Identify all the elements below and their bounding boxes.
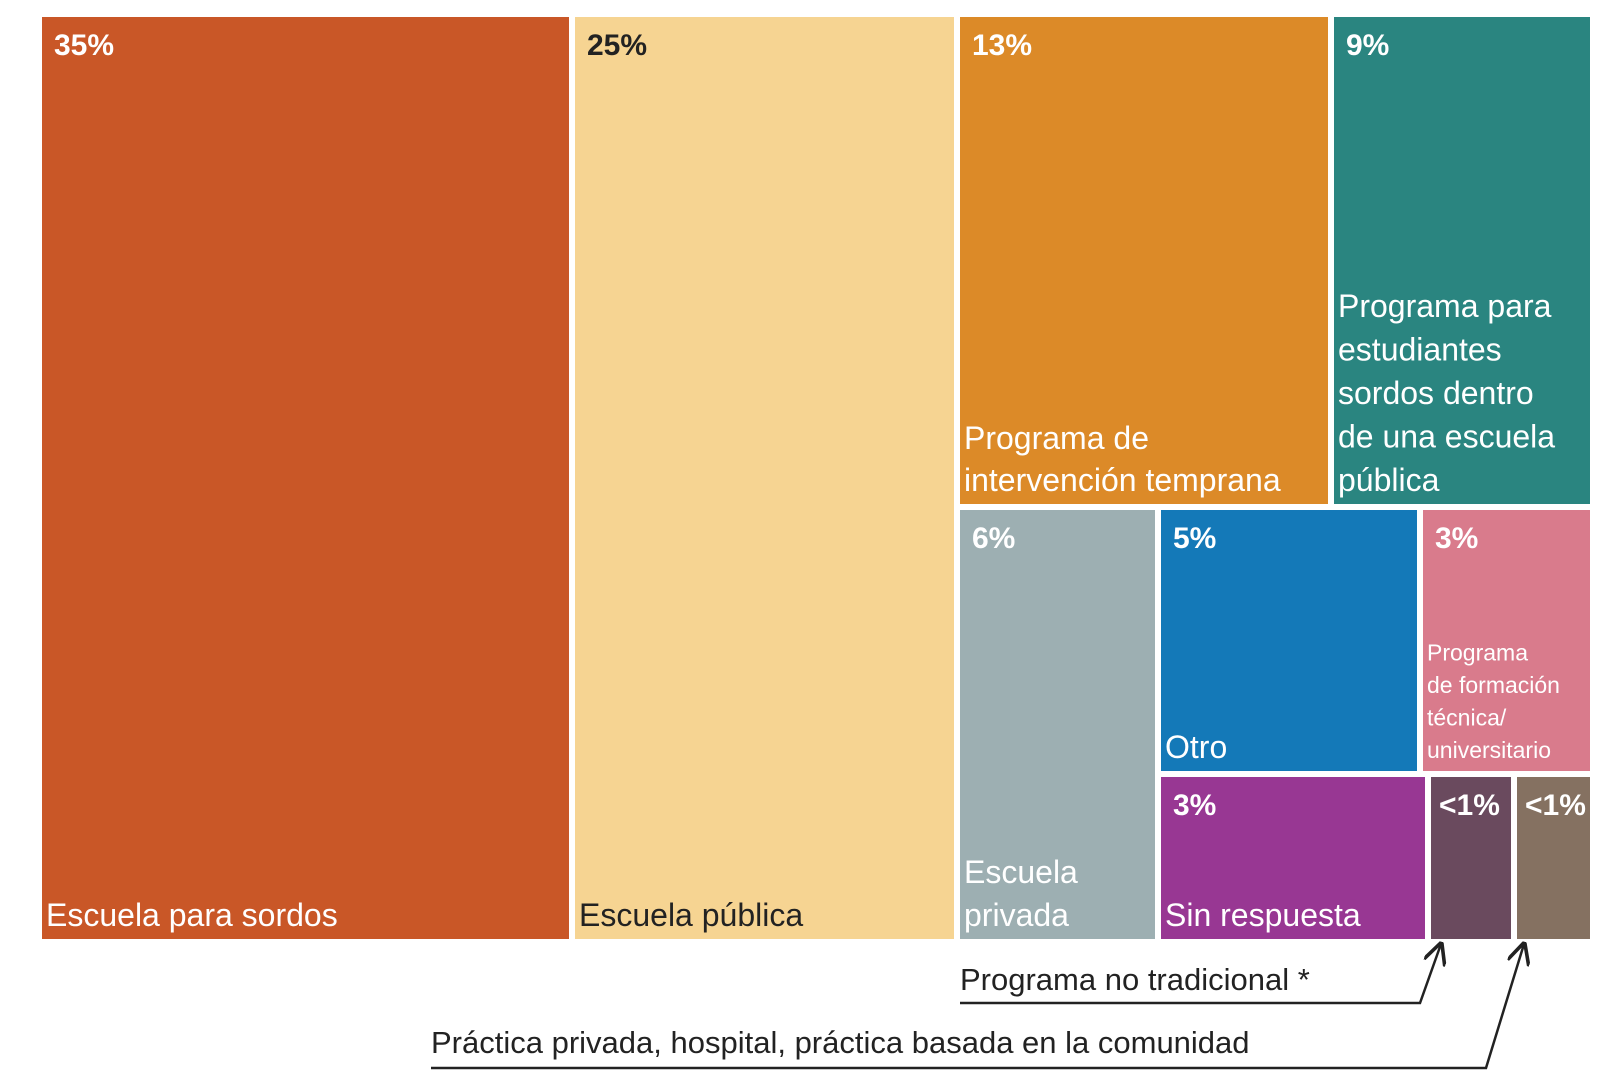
tile-rect-escuela-para-sordos [42,17,569,939]
tile-rect-programa-intervencion-temprana [960,17,1328,504]
tile-value-label-escuela-publica: 25% [587,29,647,62]
tile-category-label-programa-estudiantes-sordos: sordos dentro [1338,375,1534,411]
tile-rect-programa-formacion-tecnica [1423,510,1590,771]
tile-rect-escuela-publica [575,17,954,939]
tile-category-label-escuela-privada: Escuela [964,854,1078,890]
tile-practica-privada: <1% [1517,777,1590,939]
tile-rect-sin-respuesta [1161,777,1425,939]
callout-arrow-programa-no-tradicional [960,944,1441,1005]
callout-text-practica-privada: Práctica privada, hospital, práctica bas… [431,1025,1250,1060]
tile-category-label-escuela-privada: privada [964,897,1069,933]
callout-practica-privada: Práctica privada, hospital, práctica bas… [431,944,1524,1070]
tile-otro: 5% Otro [1161,510,1417,771]
tile-category-label-escuela-publica: Escuela pública [579,897,803,933]
tile-escuela-publica: 25% Escuela pública [575,17,954,939]
tile-category-label-escuela-para-sordos: Escuela para sordos [46,897,338,933]
tile-category-label-programa-formacion-tecnica: de formación [1427,672,1560,698]
tile-value-label-programa-no-tradicional: <1% [1439,789,1500,822]
callout-layer: Programa no tradicional * Práctica privad… [431,944,1524,1070]
tile-rect-programa-estudiantes-sordos [1334,17,1590,504]
callout-arrow-practica-privada [431,944,1524,1070]
tile-escuela-privada: 6% Escuela privada [960,510,1155,939]
tile-category-label-programa-estudiantes-sordos: pública [1338,462,1440,498]
tile-rect-practica-privada [1517,777,1590,939]
tile-value-label-escuela-para-sordos: 35% [54,29,114,62]
tile-programa-formacion-tecnica: 3% Programa de formación técnica/universita… [1423,510,1590,771]
tile-programa-no-tradicional: <1% [1431,777,1511,939]
tile-category-label-programa-formacion-tecnica: técnica/ [1427,705,1507,731]
tile-category-label-programa-estudiantes-sordos: de una escuela [1338,419,1555,455]
tile-value-label-escuela-privada: 6% [972,522,1015,555]
tiles-layer: 35% Escuela para sordos 25% Escuela pública… [42,17,1590,939]
tile-value-label-programa-formacion-tecnica: 3% [1435,522,1478,555]
tile-value-label-practica-privada: <1% [1525,789,1586,822]
tile-escuela-para-sordos: 35% Escuela para sordos [42,17,569,939]
tile-category-label-otro: Otro [1165,729,1227,765]
tile-category-label-programa-formacion-tecnica: universitario [1427,737,1551,763]
tile-value-label-sin-respuesta: 3% [1173,789,1216,822]
tile-value-label-otro: 5% [1173,522,1216,555]
tile-programa-intervencion-temprana: 13% Programa de intervención temprana [960,17,1328,504]
tile-category-label-sin-respuesta: Sin respuesta [1165,897,1361,933]
tile-value-label-programa-intervencion-temprana: 13% [972,29,1032,62]
tile-value-label-programa-estudiantes-sordos: 9% [1346,29,1389,62]
tile-category-label-programa-formacion-tecnica: Programa [1427,640,1528,666]
tile-category-label-programa-intervencion-temprana: Programa de [964,420,1149,456]
callout-text-programa-no-tradicional: Programa no tradicional * [960,962,1310,997]
tile-category-label-programa-estudiantes-sordos: estudiantes [1338,332,1502,368]
tile-sin-respuesta: 3% Sin respuesta [1161,777,1425,939]
tile-rect-programa-no-tradicional [1431,777,1511,939]
tile-programa-estudiantes-sordos: 9% Programa para estudiantes sordos dentro d… [1334,17,1590,504]
tile-category-label-programa-estudiantes-sordos: Programa para [1338,288,1552,324]
tile-category-label-programa-intervencion-temprana: intervención temprana [964,462,1281,498]
callout-programa-no-tradicional: Programa no tradicional * [960,944,1441,1005]
tile-rect-escuela-privada [960,510,1155,939]
tile-rect-otro [1161,510,1417,771]
